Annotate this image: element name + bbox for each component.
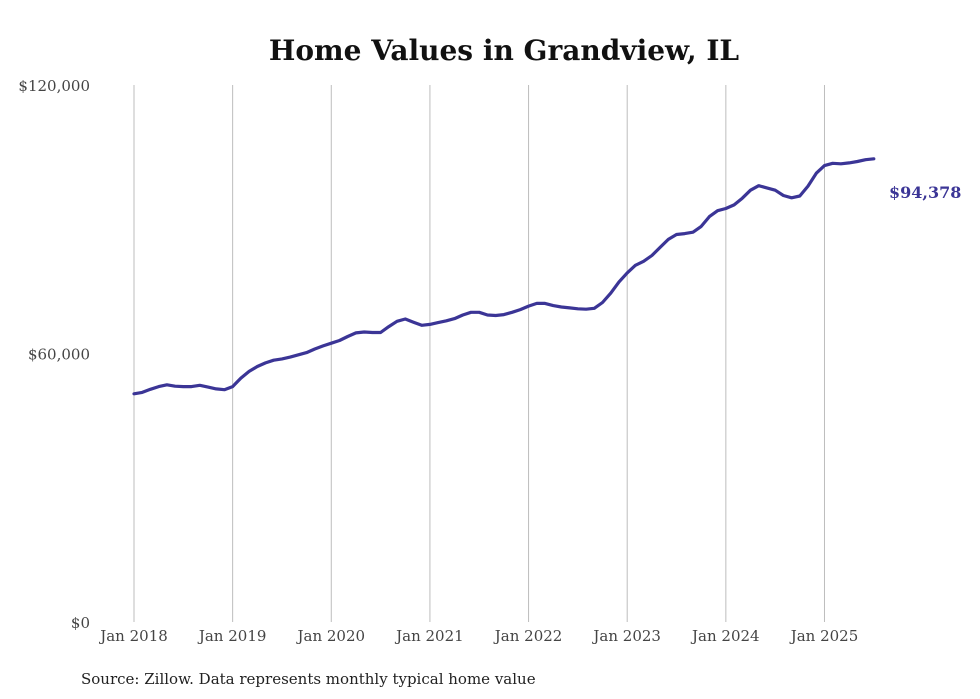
x-tick-label: Jan 2019 bbox=[197, 627, 267, 645]
home-value-line bbox=[132, 157, 876, 396]
y-tick-label: $120,000 bbox=[18, 77, 90, 95]
y-tick-label: $0 bbox=[71, 614, 90, 632]
x-tick-label: Jan 2025 bbox=[789, 627, 859, 645]
x-tick-label: Jan 2024 bbox=[690, 627, 760, 645]
x-tick-label: Jan 2020 bbox=[295, 627, 365, 645]
latest-value-label: $94,378 bbox=[889, 183, 961, 202]
source-note: Source: Zillow. Data represents monthly … bbox=[81, 670, 536, 688]
chart-title: Home Values in Grandview, IL bbox=[269, 34, 740, 67]
x-tick-label: Jan 2021 bbox=[394, 627, 464, 645]
x-tick-label: Jan 2018 bbox=[98, 627, 168, 645]
x-axis-ticks: Jan 2018 Jan 2019 Jan 2020 Jan 2021 Jan 2022… bbox=[98, 627, 858, 645]
x-tick-label: Jan 2022 bbox=[493, 627, 563, 645]
x-tick-label: Jan 2023 bbox=[591, 627, 661, 645]
y-axis-ticks: $0 $60,000 $120,000 bbox=[18, 77, 90, 632]
gridlines bbox=[133, 85, 825, 622]
y-tick-label: $60,000 bbox=[28, 346, 90, 364]
